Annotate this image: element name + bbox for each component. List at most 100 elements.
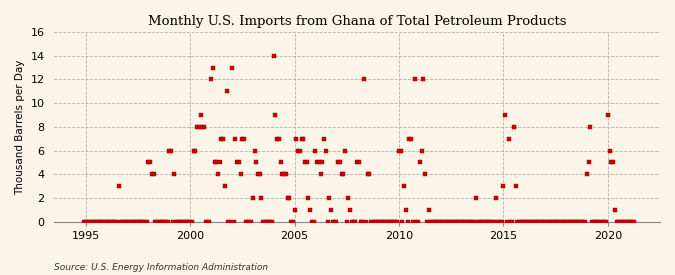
- Text: Source: U.S. Energy Information Administration: Source: U.S. Energy Information Administ…: [54, 263, 268, 272]
- Point: [312, 160, 323, 165]
- Point: [441, 219, 452, 224]
- Point: [547, 219, 558, 224]
- Point: [329, 219, 340, 224]
- Point: [394, 148, 404, 153]
- Point: [474, 219, 485, 224]
- Point: [343, 196, 354, 200]
- Point: [581, 172, 592, 177]
- Point: [491, 196, 502, 200]
- Point: [192, 125, 202, 129]
- Point: [173, 219, 184, 224]
- Point: [315, 172, 326, 177]
- Point: [355, 219, 366, 224]
- Point: [519, 219, 530, 224]
- Point: [446, 219, 456, 224]
- Point: [89, 219, 100, 224]
- Point: [512, 219, 522, 224]
- Point: [533, 219, 543, 224]
- Point: [324, 196, 335, 200]
- Point: [552, 219, 563, 224]
- Point: [119, 219, 130, 224]
- Point: [342, 219, 352, 224]
- Point: [514, 219, 524, 224]
- Point: [477, 219, 488, 224]
- Point: [400, 208, 411, 212]
- Point: [496, 219, 507, 224]
- Point: [336, 172, 347, 177]
- Point: [411, 219, 422, 224]
- Point: [120, 219, 131, 224]
- Point: [333, 160, 344, 165]
- Point: [268, 53, 279, 58]
- Point: [595, 219, 606, 224]
- Point: [468, 219, 479, 224]
- Point: [484, 219, 495, 224]
- Point: [568, 219, 578, 224]
- Point: [475, 219, 486, 224]
- Point: [346, 219, 357, 224]
- Point: [385, 219, 396, 224]
- Point: [275, 160, 286, 165]
- Point: [573, 219, 584, 224]
- Point: [498, 184, 509, 188]
- Point: [463, 219, 474, 224]
- Point: [587, 219, 597, 224]
- Point: [399, 184, 410, 188]
- Point: [493, 219, 504, 224]
- Point: [291, 136, 302, 141]
- Point: [267, 219, 277, 224]
- Point: [502, 219, 512, 224]
- Point: [561, 219, 572, 224]
- Point: [303, 196, 314, 200]
- Point: [435, 219, 446, 224]
- Point: [373, 219, 383, 224]
- Point: [338, 172, 349, 177]
- Point: [122, 219, 133, 224]
- Point: [556, 219, 566, 224]
- Point: [379, 219, 390, 224]
- Point: [423, 208, 434, 212]
- Point: [165, 148, 176, 153]
- Point: [597, 219, 608, 224]
- Point: [369, 219, 380, 224]
- Point: [219, 184, 230, 188]
- Point: [152, 219, 163, 224]
- Point: [531, 219, 542, 224]
- Point: [169, 172, 180, 177]
- Point: [107, 219, 117, 224]
- Point: [286, 219, 296, 224]
- Point: [174, 219, 185, 224]
- Point: [583, 160, 594, 165]
- Point: [150, 219, 161, 224]
- Point: [161, 219, 171, 224]
- Point: [522, 219, 533, 224]
- Point: [456, 219, 467, 224]
- Point: [614, 219, 625, 224]
- Point: [157, 219, 167, 224]
- Point: [524, 219, 535, 224]
- Point: [213, 172, 223, 177]
- Point: [326, 208, 337, 212]
- Point: [397, 219, 408, 224]
- Point: [508, 125, 519, 129]
- Point: [340, 148, 350, 153]
- Point: [585, 125, 596, 129]
- Point: [396, 148, 406, 153]
- Point: [111, 219, 122, 224]
- Point: [432, 219, 443, 224]
- Point: [317, 160, 328, 165]
- Point: [248, 196, 259, 200]
- Point: [190, 148, 200, 153]
- Point: [627, 219, 638, 224]
- Point: [306, 219, 317, 224]
- Point: [536, 219, 547, 224]
- Point: [321, 148, 331, 153]
- Point: [113, 184, 124, 188]
- Point: [206, 77, 217, 82]
- Point: [218, 136, 229, 141]
- Point: [298, 136, 308, 141]
- Point: [599, 219, 610, 224]
- Point: [221, 89, 232, 94]
- Point: [223, 219, 234, 224]
- Point: [576, 219, 587, 224]
